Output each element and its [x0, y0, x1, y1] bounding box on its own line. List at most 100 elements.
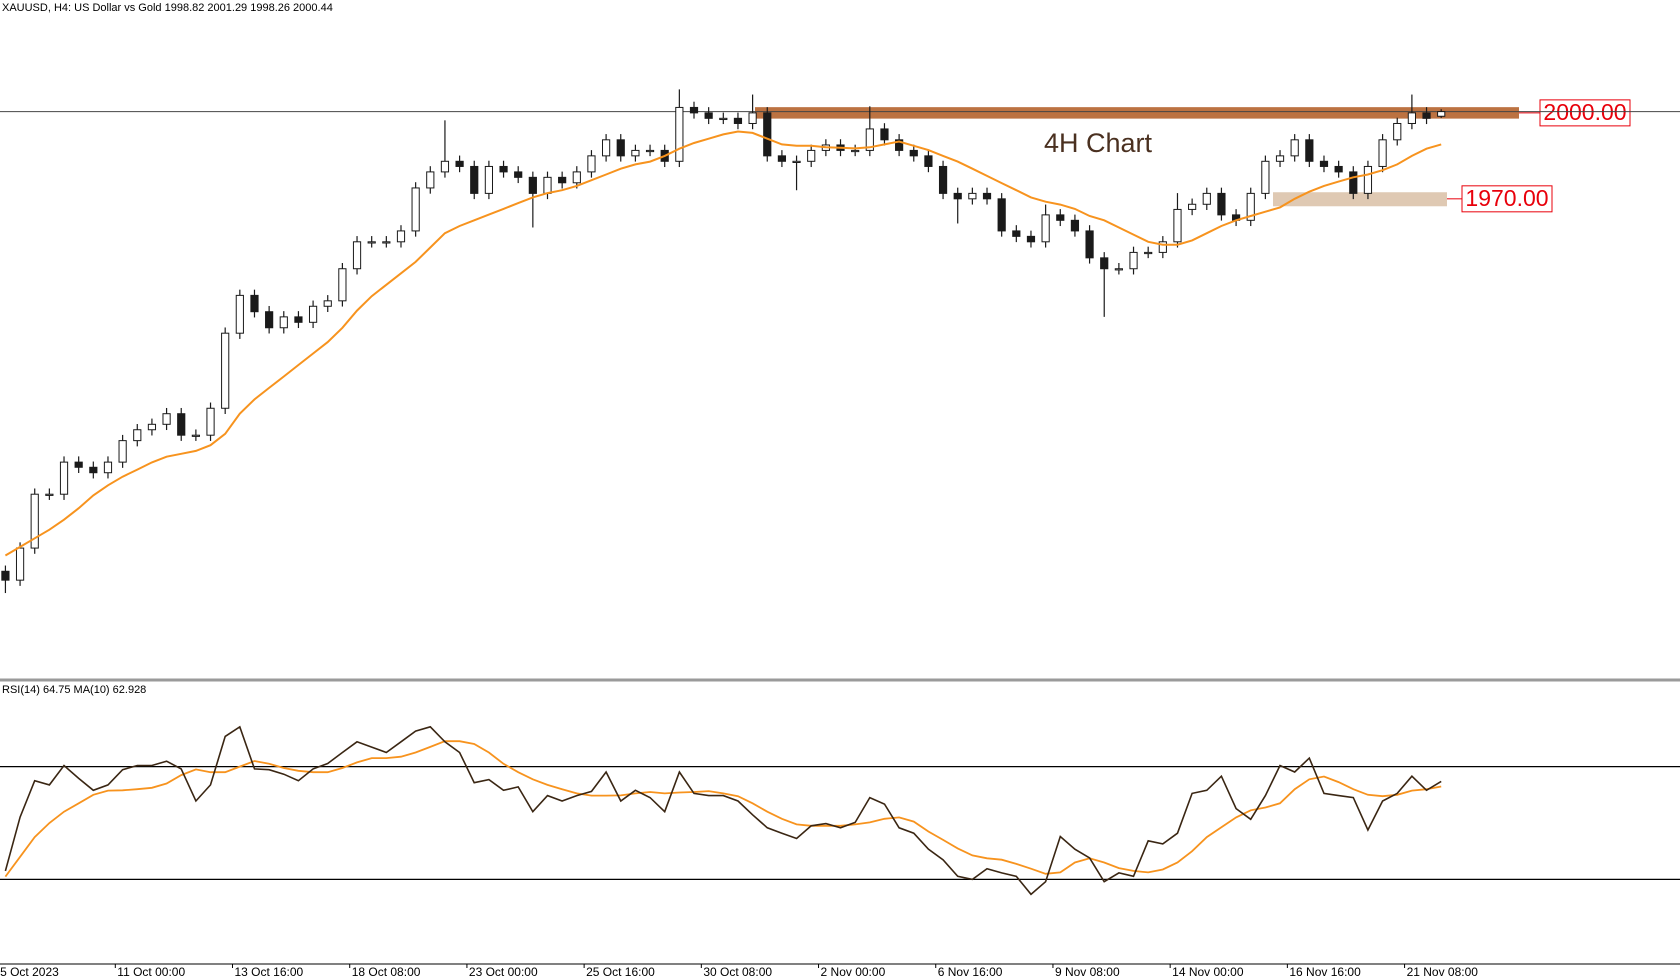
candle-body	[1070, 219, 1080, 232]
candle-body	[1246, 192, 1255, 221]
candle-body	[118, 440, 127, 463]
candle-body	[74, 461, 83, 468]
price-zone	[755, 107, 1519, 119]
candle-body	[1173, 208, 1182, 243]
candle-body	[1275, 155, 1285, 162]
candle-body	[1114, 268, 1123, 271]
candle-body	[103, 461, 113, 474]
rsi-line	[4, 725, 1442, 896]
candle-body	[206, 407, 215, 436]
annotation: 4H Chart	[1044, 128, 1153, 158]
candle-body	[1319, 160, 1329, 167]
candle-body	[1290, 139, 1299, 157]
candle-body	[147, 423, 157, 431]
candle-body	[777, 155, 787, 162]
price-panel	[0, 89, 1680, 594]
x-tick-label: 2 Nov 00:00	[821, 965, 886, 979]
candle-body	[1056, 214, 1065, 221]
candle-body	[953, 192, 962, 200]
candle-body	[1437, 111, 1446, 117]
rsi-panel: 5 Oct 2023 11 Oct 00:00 13 Oct 16:00 18 Oct…	[0, 725, 1680, 979]
candle-body	[1100, 257, 1109, 270]
candle-body	[89, 466, 98, 474]
x-tick-label: 30 Oct 08:00	[703, 965, 772, 979]
candle-body	[235, 294, 244, 334]
x-tick-label: 5 Oct 2023	[0, 965, 59, 979]
label-box	[1539, 99, 1631, 127]
candle-body	[602, 139, 611, 157]
candle-body	[528, 176, 537, 194]
candle-body	[1041, 214, 1050, 243]
candle-body	[294, 316, 303, 323]
candle-body	[323, 300, 332, 307]
candle-body	[1085, 230, 1094, 259]
candle-body	[265, 311, 274, 329]
rsi-line	[4, 740, 1442, 878]
candle-body	[748, 112, 757, 124]
candle-body	[15, 547, 25, 581]
candle-body	[909, 149, 918, 157]
candle-body	[763, 112, 772, 157]
candle-body	[587, 155, 596, 173]
candle-body	[1334, 165, 1343, 173]
candle-body	[880, 128, 889, 141]
candle-body	[719, 117, 728, 121]
candle-body	[1422, 112, 1431, 119]
candle-body	[792, 160, 801, 163]
candle-body	[440, 160, 450, 173]
candle-body	[308, 305, 318, 323]
candle-body	[1407, 112, 1416, 124]
candle-body	[1, 570, 10, 581]
candle-body	[221, 332, 230, 409]
candle-body	[1202, 192, 1211, 205]
price-zone	[1273, 192, 1447, 207]
candle-body	[1012, 230, 1021, 237]
x-tick-label: 13 Oct 16:00	[235, 965, 304, 979]
candle-body	[558, 176, 567, 184]
candle-body	[30, 493, 39, 549]
candle-body	[426, 171, 435, 189]
candle-body	[191, 434, 200, 437]
price-label: 1970.00	[1465, 185, 1548, 211]
candle-body	[616, 139, 625, 157]
candle-body	[382, 241, 391, 244]
candle-body	[631, 149, 640, 157]
candle-body	[645, 149, 655, 153]
candle-body	[499, 165, 508, 173]
candle-body	[938, 165, 948, 194]
candle-body	[514, 171, 523, 178]
candle-body	[338, 268, 347, 302]
candle-body	[45, 493, 54, 496]
candle-body	[470, 165, 479, 194]
candle-body	[162, 413, 171, 425]
candle-body	[1026, 235, 1036, 243]
candle-body	[572, 171, 581, 184]
candle-body	[279, 316, 288, 329]
candle-body	[997, 198, 1006, 232]
candle-body	[704, 112, 713, 119]
x-tick-label: 11 Oct 00:00	[117, 965, 185, 979]
candle-body	[1144, 251, 1153, 255]
x-tick-label: 6 Nov 16:00	[938, 965, 1003, 979]
candle-body	[367, 241, 376, 244]
candle-body	[177, 413, 186, 436]
candle-body	[895, 139, 904, 151]
x-tick-label: 14 Nov 00:00	[1172, 965, 1244, 979]
candle-body	[1129, 251, 1138, 270]
candle-body	[807, 149, 816, 162]
candle-body	[1349, 171, 1358, 194]
candle-body	[968, 192, 977, 200]
candle-body	[1393, 122, 1402, 141]
candle-body	[411, 187, 420, 232]
candle-body	[675, 106, 684, 162]
candle-body	[1217, 192, 1226, 216]
x-tick-label: 21 Nov 08:00	[1407, 965, 1479, 979]
candle-body	[484, 165, 493, 194]
candle-body	[1305, 139, 1314, 162]
label-box	[1461, 185, 1553, 213]
candle-body	[1363, 165, 1373, 194]
candle-body	[689, 106, 699, 114]
x-tick-label: 16 Nov 16:00	[1289, 965, 1361, 979]
